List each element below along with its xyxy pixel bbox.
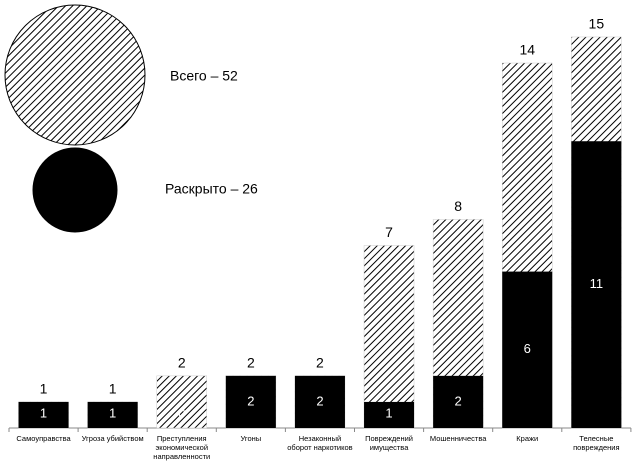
legend-swatch <box>32 147 118 233</box>
bar <box>433 375 484 428</box>
value-label: 2 <box>178 355 186 371</box>
x-tick-label: Кражи <box>516 434 539 443</box>
legend-label: Всего – 52 <box>170 68 238 84</box>
value-label: 1 <box>40 381 48 397</box>
value-label: 11 <box>590 276 604 291</box>
x-tick-label: Повреждений имущества <box>365 434 413 452</box>
value-label: 2 <box>455 393 462 408</box>
value-label: 1 <box>109 405 116 420</box>
value-label: 14 <box>519 42 535 58</box>
value-label: 1 <box>40 405 47 420</box>
x-tick-label: Мошенничества <box>429 434 487 443</box>
bar <box>294 375 345 428</box>
value-label: 8 <box>454 198 462 214</box>
bar <box>363 245 415 429</box>
legend-swatch <box>4 4 146 146</box>
x-tick-label: Самоуправства <box>16 434 71 443</box>
value-label: 1 <box>109 381 117 397</box>
value-label: 2 <box>316 393 323 408</box>
x-tick-label: Угроза убийством <box>81 434 144 443</box>
bar <box>364 401 415 428</box>
value-label: 1 <box>385 405 392 420</box>
value-label: 15 <box>589 16 605 32</box>
bar <box>87 401 138 428</box>
x-tick-label: Угоны <box>240 434 262 443</box>
value-label: 2 <box>247 393 254 408</box>
legend-label: Раскрыто – 26 <box>165 181 258 197</box>
bar <box>225 375 276 428</box>
bar <box>156 375 207 429</box>
value-label: 6 <box>524 341 531 356</box>
value-label: 2 <box>247 355 255 371</box>
bar <box>571 141 622 429</box>
value-label: 7 <box>385 224 393 240</box>
x-tick-label: Незаконный оборот наркотиков <box>287 434 353 452</box>
x-tick-label: Телесные повреждения <box>573 434 620 452</box>
bar <box>18 401 69 428</box>
bar <box>502 271 553 428</box>
x-tick-label: Преступления экономической направленност… <box>153 434 211 461</box>
value-label: 2 <box>316 355 324 371</box>
value-label: 0 <box>178 405 185 420</box>
